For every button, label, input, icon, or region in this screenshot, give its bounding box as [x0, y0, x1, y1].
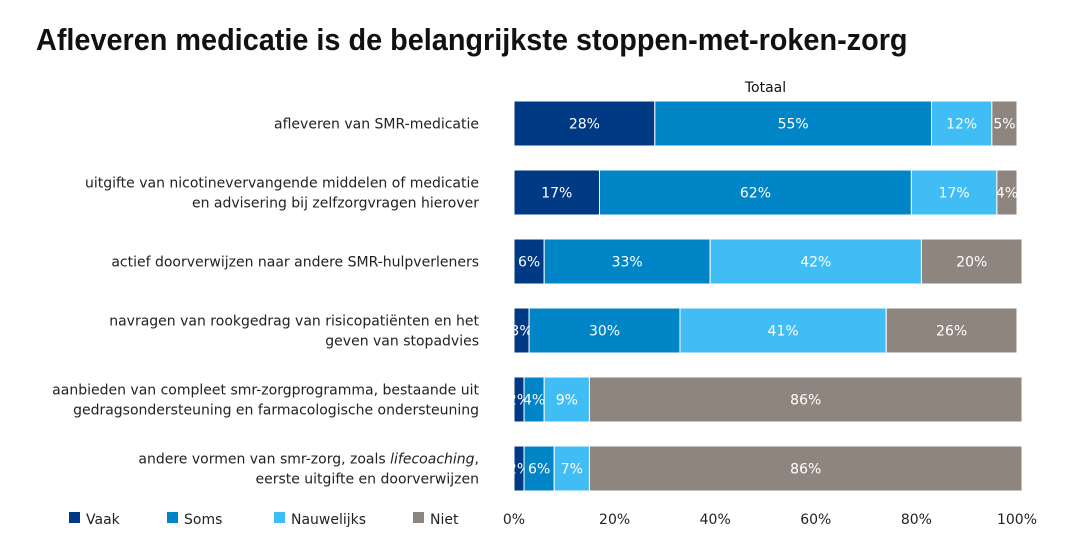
bar-segment-niet: [588, 445, 1023, 492]
bar-segment-vaak: [513, 169, 601, 216]
category-label: uitgifte van nicotinevervangende middele…: [85, 176, 479, 212]
x-tick-label: 100%: [997, 512, 1037, 528]
category-label: aanbieden van compleet smr-zorgprogramma…: [52, 383, 479, 419]
panel-title: Totaal: [744, 80, 786, 96]
data-label: 55%: [778, 117, 809, 133]
data-label: 6%: [518, 255, 540, 271]
bar-segment-nauwelijks: [709, 238, 922, 285]
data-label: 7%: [561, 462, 583, 478]
bar-segment-niet: [885, 307, 1018, 354]
category-label: afleveren van SMR-medicatie: [274, 117, 479, 133]
legend-label: Niet: [430, 512, 459, 528]
category-label: andere vormen van smr-zorg, zoals lifeco…: [138, 452, 479, 488]
legend-label: Nauwelijks: [291, 512, 366, 528]
data-label: 41%: [768, 324, 799, 340]
data-label: 17%: [939, 186, 970, 202]
data-label: 26%: [936, 324, 967, 340]
bar-segment-soms: [654, 100, 932, 147]
bar-segment-nauwelijks: [930, 100, 993, 147]
bar-segment-soms: [528, 307, 681, 354]
data-label: 86%: [790, 462, 821, 478]
data-label: 62%: [740, 186, 771, 202]
category-label: navragen van rookgedrag van risicopatiën…: [109, 314, 479, 350]
legend-swatch-nauwelijks: [274, 512, 285, 523]
bar-segment-niet: [996, 169, 1018, 216]
data-label: 6%: [528, 462, 550, 478]
x-tick-label: 40%: [700, 512, 731, 528]
data-label: 42%: [800, 255, 831, 271]
bar-segment-nauwelijks: [679, 307, 887, 354]
data-label: 33%: [612, 255, 643, 271]
data-label: 17%: [541, 186, 572, 202]
data-label: 4%: [523, 393, 545, 409]
bar-segment-soms: [523, 445, 555, 492]
x-tick-label: 20%: [599, 512, 630, 528]
x-tick-label: 60%: [800, 512, 831, 528]
data-label: 28%: [569, 117, 600, 133]
data-label: 12%: [946, 117, 977, 133]
bar-segment-nauwelijks: [553, 445, 590, 492]
data-label: 20%: [956, 255, 987, 271]
data-label: 5%: [993, 117, 1015, 133]
data-label: 9%: [556, 393, 578, 409]
legend-swatch-vaak: [69, 512, 80, 523]
bar-segment-vaak: [513, 238, 545, 285]
data-label: 30%: [589, 324, 620, 340]
legend-swatch-soms: [167, 512, 178, 523]
data-label: 3%: [510, 324, 532, 340]
x-tick-label: 0%: [503, 512, 525, 528]
bar-segment-niet: [920, 238, 1023, 285]
bar-segment-soms: [599, 169, 912, 216]
legend-label: Soms: [184, 512, 222, 528]
legend-label: Vaak: [86, 512, 121, 528]
data-label: 86%: [790, 393, 821, 409]
bar-segment-niet: [588, 376, 1023, 423]
bar-segment-vaak: [513, 100, 656, 147]
bar-segment-niet: [991, 100, 1018, 147]
chart-title: Afleveren medicatie is de belangrijkste …: [36, 22, 908, 57]
bar-segment-nauwelijks: [543, 376, 590, 423]
bar-segment-soms: [543, 238, 711, 285]
category-label: actief doorverwijzen naar andere SMR-hul…: [111, 255, 479, 271]
x-tick-label: 80%: [901, 512, 932, 528]
data-label: 4%: [996, 186, 1018, 202]
legend-swatch-niet: [413, 512, 424, 523]
